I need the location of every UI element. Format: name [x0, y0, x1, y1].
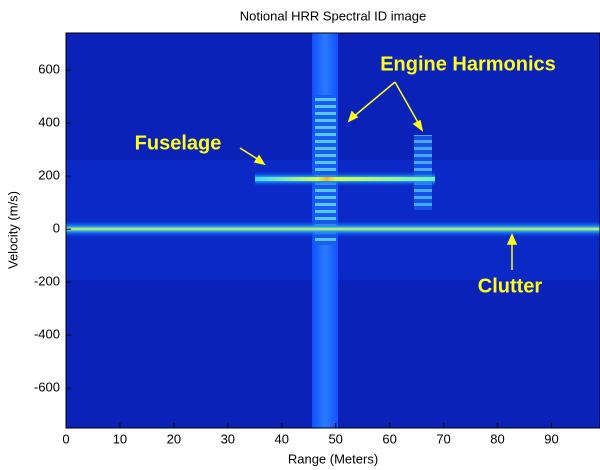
y-tick-label: 600 [38, 62, 60, 77]
heatmap-image [66, 33, 600, 428]
y-tick-label: 400 [38, 115, 60, 130]
annotation-arrows [239, 81, 518, 270]
chart-title: Notional HRR Spectral ID image [240, 8, 426, 23]
axes: 0 10 20 30 40 50 60 70 80 90 -600 -400 -200 0 200 400 60… [34, 62, 559, 447]
y-tick-label: -200 [34, 274, 60, 289]
x-tick-label: 60 [382, 431, 396, 446]
x-tick-label: 0 [62, 431, 69, 446]
x-tick-label: 30 [221, 431, 235, 446]
plot-frame [65, 32, 600, 429]
x-tick-label: 80 [490, 431, 504, 446]
y-tick-label: 200 [38, 168, 60, 183]
annotation: Fuselage [135, 132, 222, 154]
x-tick-label: 10 [113, 431, 127, 446]
x-tick-label: 20 [167, 431, 181, 446]
y-axis-label: Velocity (m/s) [5, 191, 20, 269]
x-tick-label: 90 [544, 431, 558, 446]
y-tick-label: 0 [53, 221, 60, 236]
x-tick-label: 70 [436, 431, 450, 446]
y-tick-label: -600 [34, 380, 60, 395]
x-tick-label: 40 [275, 431, 289, 446]
x-axis-label: Range (Meters) [288, 451, 378, 466]
x-tick-label: 50 [328, 431, 342, 446]
y-tick-label: -400 [34, 327, 60, 342]
annotation: Clutter [478, 275, 543, 297]
annotation: Engine Harmonics [380, 53, 556, 75]
